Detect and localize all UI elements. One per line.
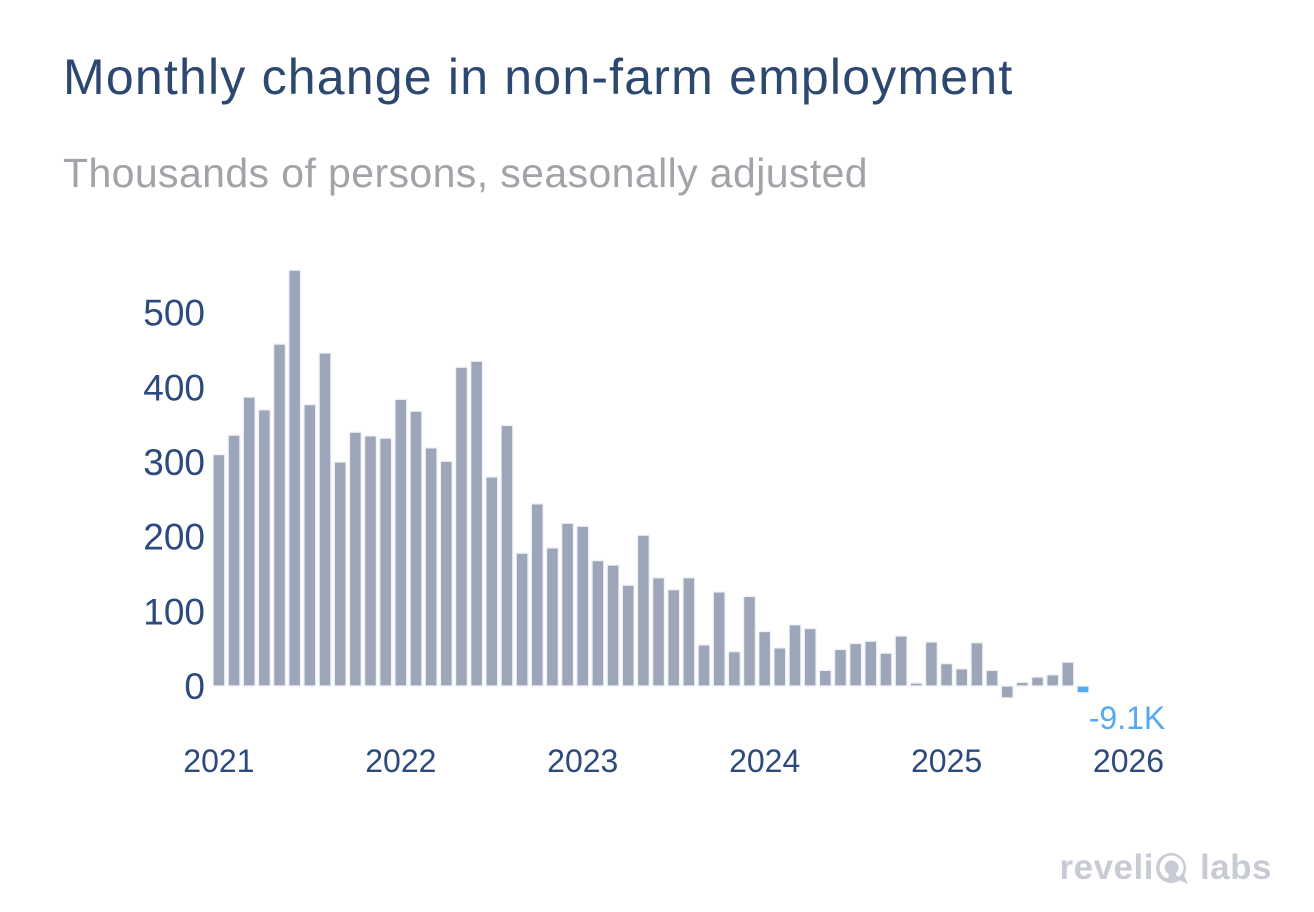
x-axis-tick-label: 2024 — [729, 743, 800, 779]
bar — [667, 589, 681, 687]
x-axis-tick-label: 2023 — [547, 743, 618, 779]
annotation-value-label: -9.1K — [1089, 700, 1165, 736]
bar — [561, 522, 575, 687]
bar — [697, 644, 711, 687]
bar — [879, 652, 893, 687]
x-axis-tick-label: 2021 — [183, 743, 254, 779]
bar — [849, 642, 863, 687]
bar — [454, 366, 469, 687]
bar — [924, 641, 938, 687]
y-axis-tick-label: 0 — [184, 666, 205, 707]
bar — [621, 584, 635, 687]
y-axis-tick-label: 100 — [143, 591, 205, 632]
bar — [1015, 681, 1029, 687]
bar — [257, 409, 271, 687]
y-axis-tick-label: 200 — [143, 517, 205, 558]
y-axis-tick-label: 500 — [143, 293, 205, 334]
bar — [500, 424, 514, 687]
bar — [727, 651, 741, 687]
bar — [379, 437, 393, 687]
bar — [818, 669, 832, 687]
bar — [1061, 661, 1075, 687]
bar — [318, 352, 332, 687]
bar — [970, 642, 984, 687]
bar — [636, 534, 650, 687]
page-subtitle: Thousands of persons, seasonally adjuste… — [63, 150, 869, 196]
bar — [333, 461, 347, 687]
revelio-labs-logo: reveli labs — [1059, 849, 1272, 886]
bar — [1046, 674, 1060, 687]
bar — [212, 453, 226, 687]
bar — [394, 398, 408, 687]
bar — [651, 577, 666, 687]
bar — [591, 559, 605, 687]
bar — [363, 435, 378, 687]
bar — [485, 476, 499, 687]
bar — [515, 552, 529, 687]
bar — [470, 360, 484, 687]
bar — [742, 595, 757, 687]
bar — [348, 431, 362, 687]
bar — [409, 410, 423, 687]
bar — [576, 525, 590, 687]
bar — [242, 396, 256, 687]
bar — [682, 577, 696, 687]
x-axis-tick-label: 2026 — [1093, 743, 1164, 779]
logo-text-labs: labs — [1199, 848, 1272, 887]
bar — [864, 640, 878, 687]
bar — [1000, 685, 1014, 699]
bar — [909, 682, 923, 687]
bar — [227, 434, 241, 687]
bar — [940, 662, 954, 687]
bar — [303, 403, 317, 687]
x-axis-tick-label: 2025 — [911, 743, 982, 779]
bar — [272, 343, 287, 687]
bar — [530, 503, 544, 687]
bar — [606, 564, 620, 687]
x-axis-tick-label: 2022 — [365, 743, 436, 779]
bar — [955, 668, 969, 687]
highlight-bar — [1076, 685, 1090, 694]
bar — [985, 669, 999, 687]
revelio-o-mark-icon — [1155, 853, 1188, 884]
bar — [1030, 676, 1045, 687]
bar — [833, 648, 848, 687]
bar — [439, 460, 453, 687]
y-axis-tick-label: 300 — [143, 442, 205, 483]
bar — [803, 627, 817, 687]
bar — [773, 647, 787, 687]
bar — [758, 630, 772, 687]
y-axis-tick-label: 400 — [143, 367, 205, 408]
bar — [788, 624, 802, 687]
bar — [424, 447, 438, 687]
page-title: Monthly change in non-farm employment — [63, 49, 1014, 105]
bar — [288, 269, 302, 687]
logo-text-reveli: reveli — [1059, 848, 1154, 887]
bar — [545, 547, 559, 687]
bar — [712, 591, 726, 687]
bar — [894, 635, 908, 687]
